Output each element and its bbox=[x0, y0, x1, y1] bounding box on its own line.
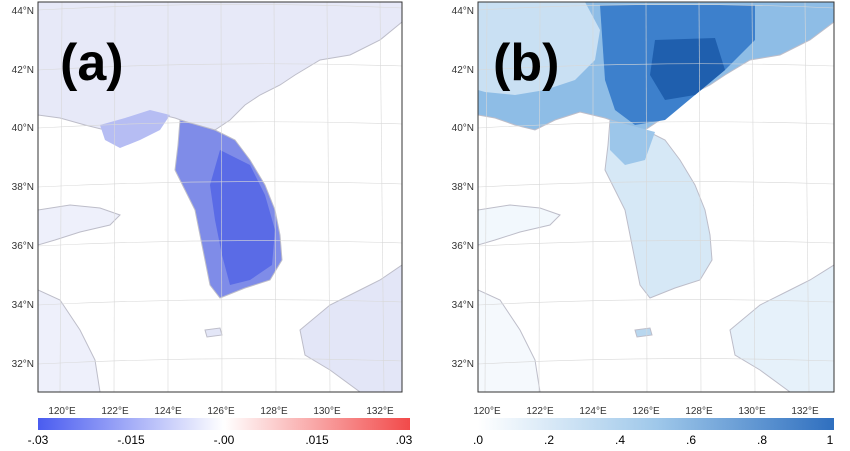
inner-mongolia-b bbox=[478, 2, 600, 95]
colorbar-tick: -.015 bbox=[117, 433, 145, 446]
lat-label: 32°N bbox=[12, 359, 34, 370]
jeju-a bbox=[204, 327, 223, 338]
lat-label: 38°N bbox=[452, 182, 474, 193]
colorbar-tick: 1 bbox=[827, 433, 834, 446]
lon-label: 124°E bbox=[154, 406, 182, 417]
panel-b: (b) 44°N 42°N 40°N 38°N 36°N 34°N 32°N 1… bbox=[425, 0, 850, 447]
lon-label: 124°E bbox=[579, 406, 607, 417]
colorbar-tick: .6 bbox=[686, 433, 696, 446]
lon-label: 126°E bbox=[207, 406, 235, 417]
shandong-a bbox=[38, 204, 121, 246]
lat-label: 42°N bbox=[452, 65, 474, 76]
colorbar-tick: .0 bbox=[473, 433, 483, 446]
colorbar-tick: .4 bbox=[615, 433, 625, 446]
panel-a: (a) 44°N 42°N 40°N 38°N 36°N 34°N 32°N 1… bbox=[0, 0, 425, 447]
lon-label: 126°E bbox=[632, 406, 660, 417]
lon-label: 120°E bbox=[48, 406, 76, 417]
china-coast-b bbox=[478, 289, 541, 392]
korea-north-b bbox=[610, 120, 655, 165]
lat-label: 34°N bbox=[452, 300, 474, 311]
map-b-svg: (b) 44°N 42°N 40°N 38°N 36°N 34°N 32°N 1… bbox=[452, 1, 835, 447]
lat-label: 40°N bbox=[12, 123, 34, 134]
graticule-a bbox=[38, 2, 402, 392]
lat-label: 32°N bbox=[452, 359, 474, 370]
lat-label: 44°N bbox=[12, 6, 34, 17]
colorbar-b bbox=[478, 418, 834, 430]
jeju-b bbox=[634, 327, 653, 338]
colorbar-tick: -.00 bbox=[214, 433, 235, 446]
korea-land-b bbox=[604, 119, 713, 299]
panel-label-b: (b) bbox=[493, 34, 559, 92]
lat-label: 36°N bbox=[12, 241, 34, 252]
colorbar-tick: .015 bbox=[305, 433, 329, 446]
lon-label: 130°E bbox=[313, 406, 341, 417]
lat-label: 38°N bbox=[12, 182, 34, 193]
lat-label: 34°N bbox=[12, 300, 34, 311]
lon-label: 128°E bbox=[260, 406, 288, 417]
map-frame-a bbox=[37, 1, 403, 393]
lon-label: 130°E bbox=[738, 406, 766, 417]
lon-label: 128°E bbox=[685, 406, 713, 417]
manchuria-land-a bbox=[38, 2, 402, 131]
lon-label: 132°E bbox=[366, 406, 394, 417]
lat-label: 36°N bbox=[452, 241, 474, 252]
lat-label: 40°N bbox=[452, 123, 474, 134]
map-frame-b bbox=[477, 1, 835, 393]
colorbar-tick: -.03 bbox=[28, 433, 49, 446]
panel-label-a: (a) bbox=[60, 34, 124, 92]
lon-label: 122°E bbox=[526, 406, 554, 417]
colorbar-tick: .2 bbox=[544, 433, 554, 446]
liaodong-a bbox=[100, 110, 170, 148]
lon-label: 122°E bbox=[101, 406, 129, 417]
colorbar-tick: .8 bbox=[757, 433, 767, 446]
korea-east-a bbox=[210, 150, 275, 285]
lon-label: 132°E bbox=[791, 406, 819, 417]
map-a-svg: (a) 44°N 42°N 40°N 38°N 36°N 34°N 32°N 1… bbox=[12, 1, 413, 447]
manchuria-max-b bbox=[650, 38, 725, 100]
lat-label: 44°N bbox=[452, 6, 474, 17]
graticule-b bbox=[478, 2, 834, 392]
lat-label: 42°N bbox=[12, 65, 34, 76]
lon-label: 120°E bbox=[473, 406, 501, 417]
colorbar-tick: .03 bbox=[396, 433, 413, 446]
china-coast-a bbox=[38, 289, 101, 392]
colorbar-a bbox=[38, 418, 410, 430]
